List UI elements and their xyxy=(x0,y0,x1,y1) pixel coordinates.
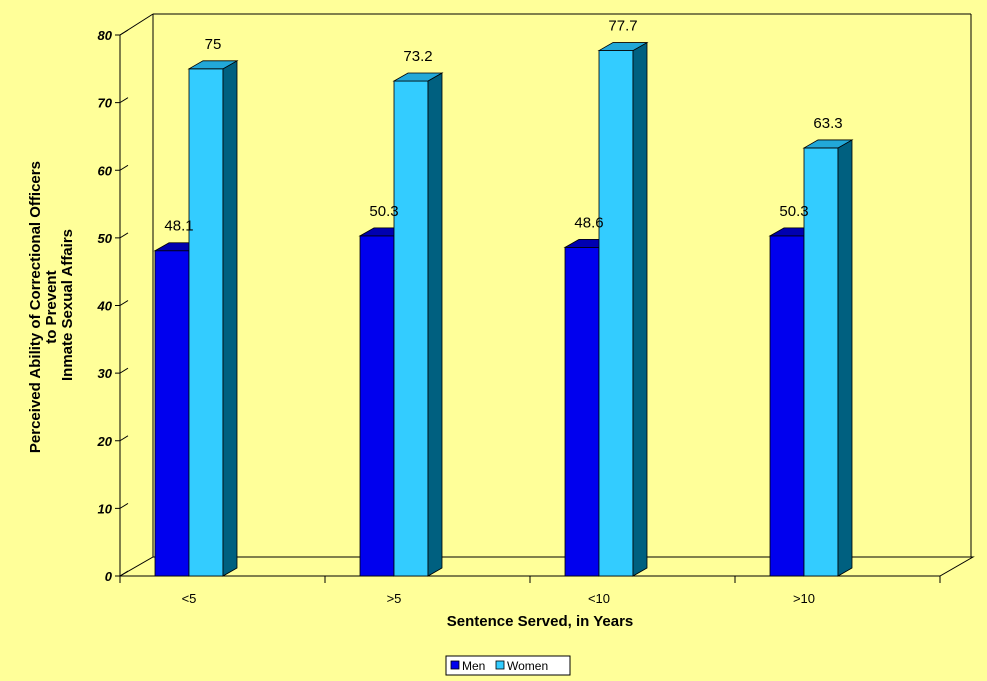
y-tick-depth xyxy=(119,232,129,239)
data-label-women: 75 xyxy=(205,36,222,53)
y-tick-label: 30 xyxy=(98,366,113,381)
legend-label-men: Men xyxy=(462,659,485,673)
data-labels-group: 48.1 75 50.3 73.2 48.6 77.7 50.3 63.3 xyxy=(164,18,842,235)
bar-women-0 xyxy=(187,60,239,577)
bar-front xyxy=(188,68,224,577)
bar-women-3 xyxy=(802,139,854,577)
y-tick-label: 50 xyxy=(98,231,113,246)
y-axis-title-line-2: to Prevent xyxy=(43,270,60,343)
x-tick-label: <5 xyxy=(182,591,197,606)
x-axis-title: Sentence Served, in Years xyxy=(447,613,634,630)
bar-front xyxy=(564,246,600,577)
x-tick-label: >10 xyxy=(793,591,815,606)
y-axis: 0 10 20 30 40 50 60 70 80 xyxy=(97,28,129,584)
y-tick-depth xyxy=(119,435,129,442)
y-axis-title: Perceived Ability of Correctional Office… xyxy=(27,157,76,453)
data-label-men: 48.1 xyxy=(164,218,193,235)
data-label-women: 77.7 xyxy=(608,18,637,35)
y-tick-depth xyxy=(119,300,129,306)
bar-side xyxy=(632,41,648,577)
bar-front xyxy=(154,250,190,577)
bar-front xyxy=(598,50,634,577)
x-tick-label: <10 xyxy=(588,591,610,606)
floor-plane xyxy=(118,556,975,577)
y-tick-depth xyxy=(119,97,129,104)
data-label-men: 50.3 xyxy=(369,203,398,220)
y-tick-label: 60 xyxy=(98,163,113,178)
y-axis-title-line-1: Perceived Ability of Correctional Office… xyxy=(27,161,44,453)
legend-swatch-men xyxy=(450,660,460,670)
bar-top xyxy=(392,72,444,82)
data-label-men: 48.6 xyxy=(574,214,603,231)
y-tick-label: 70 xyxy=(98,96,113,111)
y-tick-label: 20 xyxy=(97,434,113,449)
bar-side xyxy=(222,60,238,577)
bar-front xyxy=(803,147,839,577)
y-tick-label: 0 xyxy=(105,569,113,584)
y-tick-label: 80 xyxy=(98,28,113,43)
x-tick-label: >5 xyxy=(387,591,402,606)
x-axis: <5 >5 <10 >10 xyxy=(119,576,941,606)
data-label-men: 50.3 xyxy=(779,203,808,220)
data-label-women: 73.2 xyxy=(403,48,432,65)
bar-top xyxy=(187,60,239,70)
y-tick-depth xyxy=(119,367,129,374)
bar-women-1 xyxy=(392,72,444,577)
bar-side xyxy=(427,72,443,577)
bar-women-2 xyxy=(597,41,649,577)
bar-front xyxy=(359,235,395,577)
bar-side xyxy=(837,139,853,577)
y-tick-depth xyxy=(119,502,129,509)
legend-label-women: Women xyxy=(507,659,548,673)
legend: Men Women xyxy=(445,655,571,676)
legend-box xyxy=(445,655,571,676)
y-tick-depth xyxy=(119,164,129,171)
bar-front xyxy=(769,235,805,577)
data-label-women: 63.3 xyxy=(813,115,842,132)
y-axis-title-line-3: Inmate Sexual Affairs xyxy=(59,229,76,381)
bar-front xyxy=(393,80,429,577)
bar-top xyxy=(597,42,649,51)
bar-top xyxy=(802,139,854,149)
legend-swatch-women xyxy=(495,660,505,670)
y-tick-depth xyxy=(119,29,129,36)
y-tick-label: 10 xyxy=(98,501,113,516)
y-tick-depth xyxy=(119,570,129,577)
y-tick-label: 40 xyxy=(97,299,113,314)
bars-group xyxy=(153,41,854,577)
